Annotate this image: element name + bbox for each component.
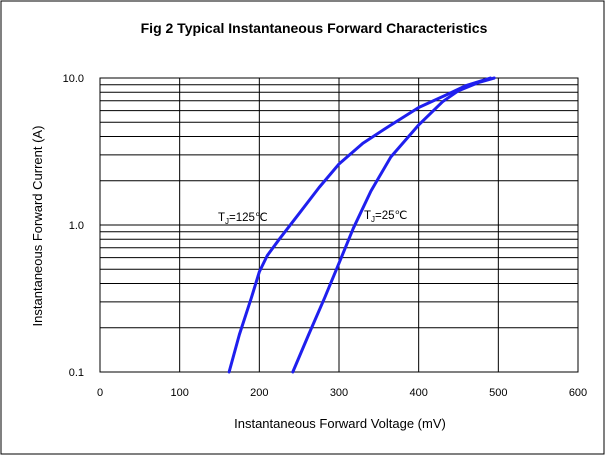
x-tick-label: 200 (250, 387, 268, 399)
y-tick-label: 0.1 (69, 367, 84, 379)
x-tick-label: 100 (170, 387, 188, 399)
chart-title: Fig 2 Typical Instantaneous Forward Char… (141, 20, 488, 36)
curve-label-text: TJ=25℃ (364, 210, 408, 224)
y-tick-labels: 0.1 1.0 10.0 (63, 73, 84, 379)
x-tick-label: 300 (330, 387, 348, 399)
x-tick-label: 0 (97, 387, 103, 399)
curve-label: TJ=125℃ (218, 212, 268, 226)
x-tick-label: 400 (409, 387, 427, 399)
series-line-tj-25c (291, 76, 496, 374)
series-line-tj-125c (227, 76, 492, 374)
x-tick-label: 500 (489, 387, 507, 399)
x-tick-label: 600 (569, 387, 587, 399)
series-layer (227, 76, 496, 374)
y-tick-label: 1.0 (69, 220, 84, 232)
curve-label-text: TJ=125℃ (218, 212, 268, 226)
x-axis-label: Instantaneous Forward Voltage (mV) (234, 416, 446, 431)
plot-border (99, 77, 579, 373)
curve-label: TJ=25℃ (364, 210, 408, 224)
y-axis-label: Instantaneous Forward Current (A) (30, 126, 45, 327)
grid (99, 77, 579, 373)
x-tick-labels: 0 100 200 300 400 500 600 (97, 387, 587, 399)
y-tick-label: 10.0 (63, 73, 84, 85)
annotation-layer: TJ=125℃ TJ=25℃ (218, 210, 408, 226)
